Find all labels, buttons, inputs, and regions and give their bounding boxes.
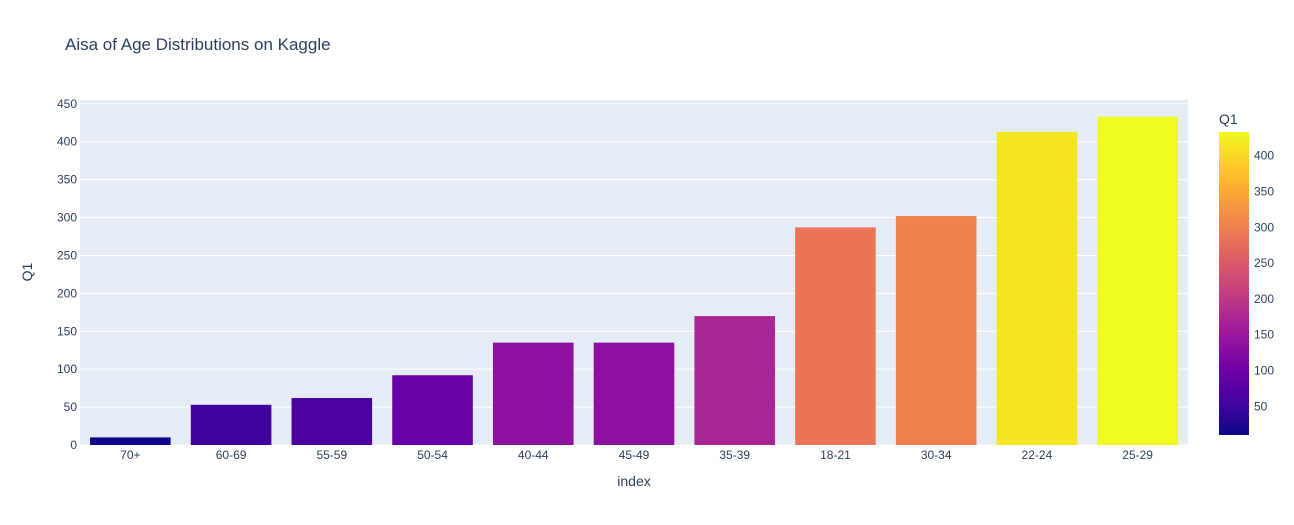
x-tick-label: 50-54 (417, 448, 448, 462)
bars (90, 116, 1178, 445)
y-tick-label: 50 (64, 400, 78, 414)
y-tick-label: 0 (70, 438, 77, 452)
x-tick-label: 70+ (120, 448, 140, 462)
y-tick-label: 100 (57, 362, 77, 376)
colorbar[interactable]: Q1 50 100 150 200 250 300 350 400 (1219, 111, 1274, 435)
bar-60-69[interactable] (190, 404, 272, 445)
x-tick-label: 40-44 (518, 448, 549, 462)
bar-40-44[interactable] (492, 342, 574, 445)
colorbar-ticks: 50 100 150 200 250 300 350 400 (1254, 149, 1274, 414)
y-tick-label: 400 (57, 135, 77, 149)
y-tick-label: 150 (57, 324, 77, 338)
x-tick-label: 30-34 (921, 448, 952, 462)
y-axis-title: Q1 (19, 262, 35, 281)
bar-22-24[interactable] (996, 131, 1078, 445)
x-tick-label: 55-59 (316, 448, 347, 462)
bar-45-49[interactable] (593, 342, 675, 445)
chart-title: Aisa of Age Distributions on Kaggle (65, 35, 331, 54)
colorbar-tick-label: 400 (1254, 149, 1274, 163)
bar-55-59[interactable] (291, 397, 373, 445)
x-tick-label: 25-29 (1122, 448, 1153, 462)
colorbar-title: Q1 (1219, 111, 1238, 127)
x-axis-title: index (617, 473, 650, 489)
colorbar-tick-label: 50 (1254, 399, 1268, 413)
colorbar-gradient (1219, 132, 1249, 435)
bar-35-39[interactable] (694, 316, 776, 445)
bar-18-21[interactable] (795, 227, 876, 445)
bar-70+[interactable] (90, 437, 171, 445)
colorbar-tick-label: 250 (1254, 256, 1274, 270)
y-tick-label: 250 (57, 248, 77, 262)
x-tick-label: 18-21 (820, 448, 851, 462)
y-tick-label: 350 (57, 173, 77, 187)
colorbar-tick-label: 150 (1254, 328, 1274, 342)
bar-50-54[interactable] (392, 375, 473, 445)
colorbar-tick-label: 100 (1254, 364, 1274, 378)
x-axis-ticks: 70+ 60-69 55-59 50-54 40-44 45-49 35-39 18-21 30… (120, 448, 1153, 462)
colorbar-tick-label: 350 (1254, 184, 1274, 198)
bar-30-34[interactable] (895, 216, 977, 445)
y-tick-label: 300 (57, 211, 77, 225)
y-axis-ticks: 0 50 100 150 200 250 300 350 400 450 (57, 97, 77, 452)
y-tick-label: 200 (57, 286, 77, 300)
bar-25-29[interactable] (1097, 116, 1178, 445)
x-tick-label: 35-39 (719, 448, 750, 462)
colorbar-tick-label: 300 (1254, 220, 1274, 234)
y-tick-label: 450 (57, 97, 77, 111)
x-tick-label: 22-24 (1022, 448, 1053, 462)
x-tick-label: 45-49 (619, 448, 650, 462)
colorbar-tick-label: 200 (1254, 292, 1274, 306)
x-tick-label: 60-69 (216, 448, 247, 462)
